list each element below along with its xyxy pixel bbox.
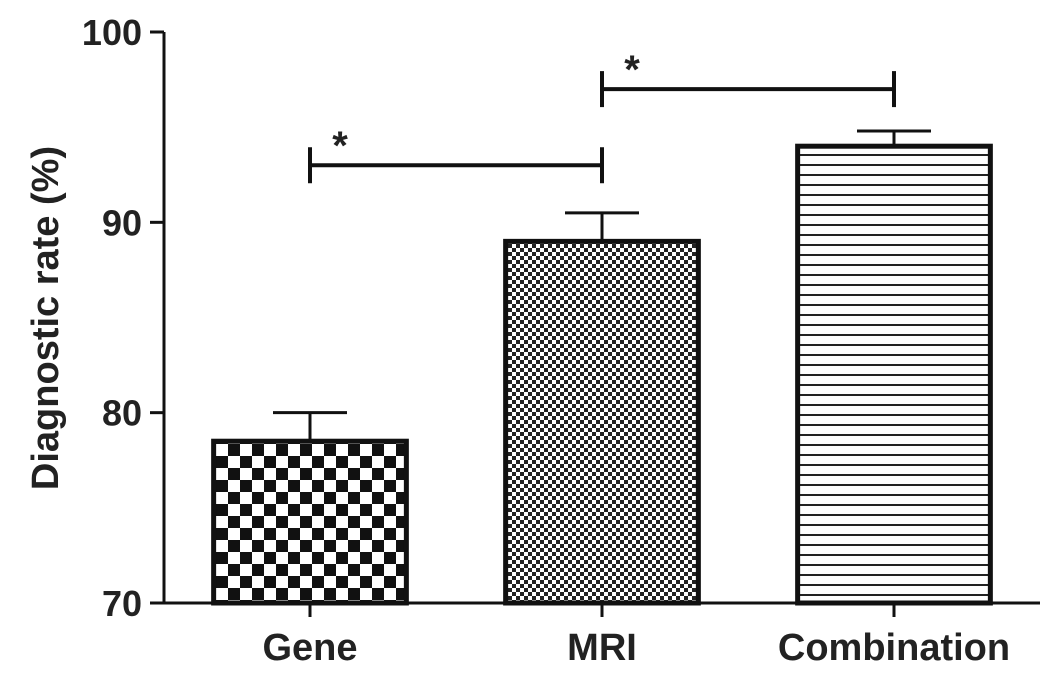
axes: 70 80 90 100 Gene MRI Combination [82, 12, 1040, 669]
bars [211, 129, 993, 606]
y-tick-label: 80 [102, 393, 142, 434]
y-tick-label: 70 [102, 583, 142, 624]
bar-gene [211, 438, 409, 606]
x-tick-label: Gene [262, 627, 357, 669]
significance-star: * [332, 124, 348, 168]
significance-brackets: ** [308, 48, 896, 184]
y-tick-label: 100 [82, 12, 142, 53]
bar-mri [503, 238, 701, 606]
y-tick-label: 90 [102, 202, 142, 243]
x-tick-label: Combination [778, 627, 1010, 669]
y-axis-title: Diagnostic rate (%) [25, 146, 67, 490]
bar-combination [795, 143, 993, 606]
x-tick-label: MRI [567, 627, 637, 669]
significance-star: * [624, 48, 640, 92]
